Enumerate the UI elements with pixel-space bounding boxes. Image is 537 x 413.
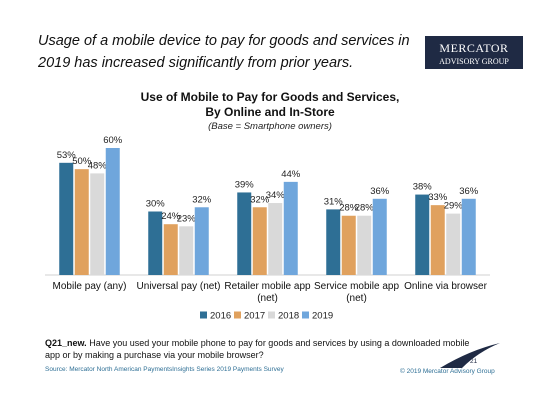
headline-line: Usage of a mobile device to pay for good… (38, 33, 410, 49)
x-tick-label: Retailer mobile app (net) (224, 281, 311, 304)
value-label: 28% (339, 203, 359, 214)
bar (105, 148, 120, 275)
legend-swatch (268, 311, 275, 319)
x-tick-label: Online via browser (404, 281, 487, 292)
logo-text: MERCATOR (439, 41, 509, 55)
footnote-label: Q21_new. (45, 338, 87, 348)
value-label: 48% (88, 160, 108, 171)
bar (415, 194, 430, 275)
value-label: 44% (281, 169, 301, 180)
headline: Usage of a mobile device to pay for good… (38, 30, 410, 74)
bar (357, 215, 372, 275)
bar (268, 203, 283, 275)
legend-swatch (200, 311, 207, 319)
value-label: 24% (161, 211, 181, 222)
value-label: 30% (146, 199, 166, 210)
legend-label: 2017 (244, 311, 265, 322)
bar (252, 207, 267, 275)
x-tick-label: Universal pay (net) (136, 281, 221, 292)
value-label: 39% (235, 179, 255, 190)
chart-title-line: By Online and In-Store (205, 105, 335, 119)
bar (237, 192, 252, 275)
copyright: © 2019 Mercator Advisory Group (400, 368, 495, 375)
page-number: 21 (470, 358, 478, 365)
source: Source: Mercator North American Payments… (45, 366, 284, 373)
chart-title-line: Use of Mobile to Pay for Goods and Servi… (140, 90, 400, 104)
logo-text: ADVISORY GROUP (439, 57, 509, 66)
bar (372, 198, 387, 275)
footnote-text: Have you used your mobile phone to pay f… (45, 338, 470, 360)
decor-swoosh (440, 343, 500, 368)
bar (179, 226, 194, 275)
bar (59, 162, 74, 275)
value-label: 28% (355, 203, 375, 214)
value-label: 36% (459, 186, 479, 197)
bar (148, 211, 163, 275)
bar (446, 213, 461, 275)
footnote: Q21_new. Have you used your mobile phone… (45, 337, 480, 361)
bar (341, 215, 356, 275)
bar (461, 198, 476, 275)
value-label: 32% (250, 194, 270, 205)
headline-line: 2019 has increased significantly from pr… (38, 55, 354, 71)
legend-label: 2018 (278, 311, 299, 322)
value-label: 31% (324, 196, 344, 207)
value-label: 32% (192, 194, 212, 205)
bar (74, 169, 89, 275)
bar (283, 181, 298, 275)
legend-swatch (302, 311, 309, 319)
value-label: 38% (413, 182, 433, 193)
logo: MERCATOR ADVISORY GROUP (425, 36, 523, 69)
bar (430, 205, 445, 275)
bar (163, 224, 178, 275)
value-label: 36% (370, 186, 390, 197)
bar (90, 173, 105, 275)
legend-label: 2016 (210, 311, 231, 322)
bar (194, 207, 209, 275)
value-label: 29% (444, 201, 464, 212)
legend-swatch (234, 311, 241, 319)
value-label: 33% (428, 192, 448, 203)
x-tick-label: Mobile pay (any) (52, 281, 127, 292)
chart-title: Use of Mobile to Pay for Goods and Servi… (100, 90, 440, 120)
x-tick-label: Service mobile app (net) (313, 281, 400, 304)
value-label: 34% (266, 190, 286, 201)
value-label: 60% (103, 135, 123, 146)
value-label: 50% (72, 156, 92, 167)
chart-subtitle: (Base = Smartphone owners) (208, 121, 332, 132)
legend-label: 2019 (312, 311, 333, 322)
value-label: 53% (57, 150, 77, 161)
bar (326, 209, 341, 275)
value-label: 23% (177, 213, 197, 224)
